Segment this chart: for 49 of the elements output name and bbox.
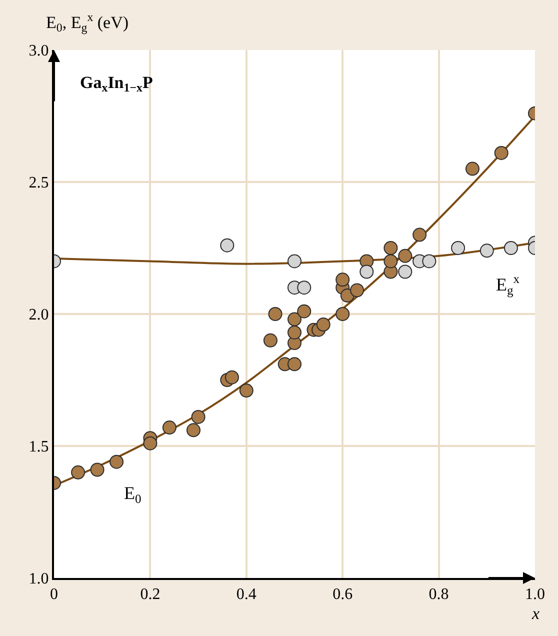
point xyxy=(288,312,302,326)
point xyxy=(465,162,480,176)
point xyxy=(191,410,206,424)
point xyxy=(398,248,412,263)
y-axis-title: E$_{0}$, E$_{g}$$^{x}$ (eV) xyxy=(46,10,129,35)
y-tick-label: 2.0 xyxy=(28,306,49,324)
point xyxy=(494,146,508,160)
point xyxy=(110,454,124,469)
point xyxy=(288,357,302,372)
point xyxy=(220,238,234,252)
point xyxy=(71,465,86,480)
point xyxy=(162,420,176,435)
y-tick-label: 2.5 xyxy=(28,174,49,192)
x-tick-label: 0.6 xyxy=(332,586,353,604)
point xyxy=(263,333,278,348)
point xyxy=(143,436,158,450)
series-label: E$_{0}$ xyxy=(124,483,142,506)
point xyxy=(336,272,350,287)
x-tick-label: 0.8 xyxy=(428,586,449,604)
point xyxy=(336,307,350,321)
point xyxy=(90,462,104,477)
point xyxy=(288,254,302,268)
point xyxy=(412,228,427,242)
y-tick-label: 1.5 xyxy=(28,438,49,456)
point xyxy=(480,244,494,258)
point xyxy=(316,318,330,332)
y-tick-label: 3.0 xyxy=(28,42,49,60)
point xyxy=(224,370,239,384)
point xyxy=(384,241,398,255)
point xyxy=(504,241,518,255)
point xyxy=(384,254,398,268)
x-tick-label: 0.2 xyxy=(140,586,160,604)
point xyxy=(288,325,302,340)
x-tick-label: 1.0 xyxy=(525,586,545,604)
x-tick-label: 0.4 xyxy=(236,586,256,604)
point xyxy=(350,283,364,298)
point xyxy=(268,307,282,321)
x-tick-label: 0 xyxy=(50,586,58,604)
point xyxy=(451,241,466,255)
point xyxy=(239,384,254,398)
point xyxy=(398,264,412,279)
point xyxy=(360,264,374,279)
point xyxy=(186,423,200,438)
point xyxy=(297,304,312,318)
point xyxy=(422,254,436,268)
x-axis-title: x xyxy=(531,604,540,623)
annotation: Ga$_{x}$In$_{1−x}$P xyxy=(80,73,153,95)
point xyxy=(297,280,312,295)
y-tick-label: 1.0 xyxy=(28,570,49,588)
